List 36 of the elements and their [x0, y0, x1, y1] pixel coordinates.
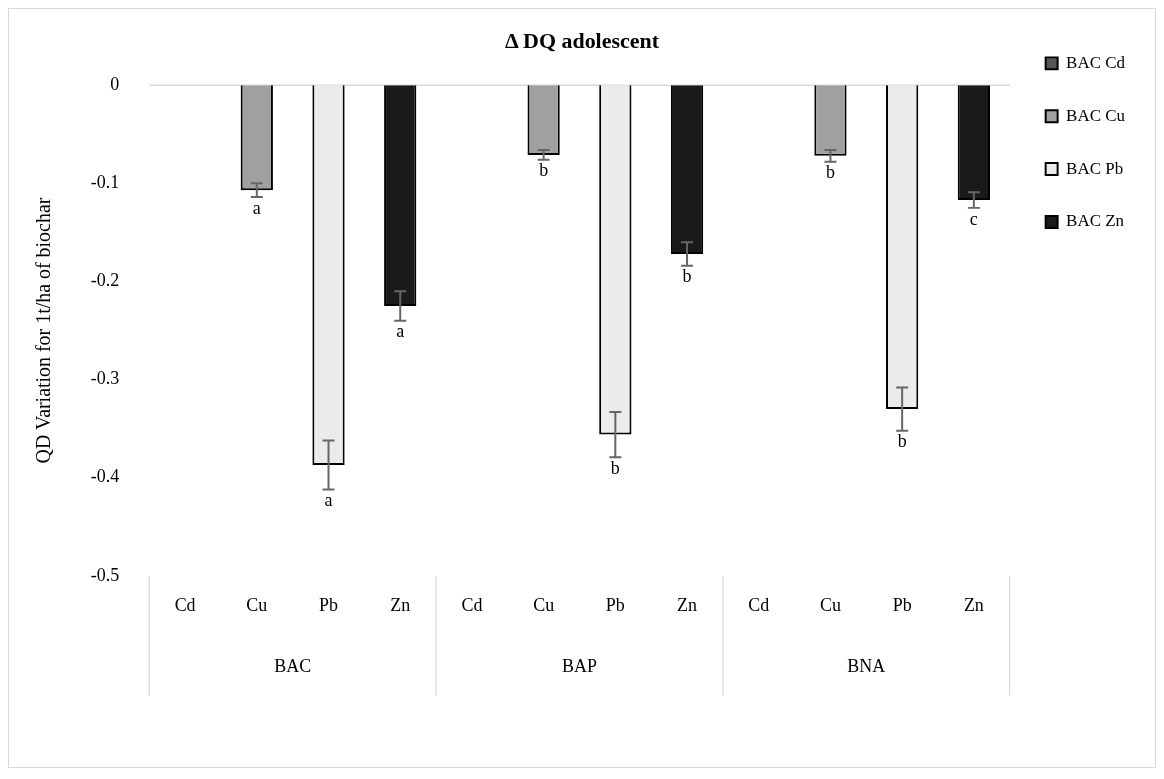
- y-axis-title: QD Variation for 1t/ha of biochar: [32, 197, 55, 464]
- text: BNA: [847, 656, 886, 677]
- x-tick-label: Cu: [246, 595, 268, 616]
- y-tick-label: -0.4: [90, 466, 120, 487]
- y-tick-label: -0.2: [90, 270, 120, 291]
- text: BAC: [274, 656, 312, 677]
- x-tick-label: Zn: [390, 595, 411, 616]
- legend-label: BAC Cu: [1066, 105, 1126, 125]
- x-tick-label: Zn: [963, 595, 984, 616]
- data-label: c: [969, 208, 978, 229]
- x-tick-label: Pb: [319, 595, 339, 616]
- x-tick-label: Pb: [605, 595, 625, 616]
- legend-label: BAC Zn: [1066, 211, 1125, 231]
- y-tick-label: -0.5: [90, 564, 120, 585]
- data-label: a: [252, 197, 261, 218]
- legend-label: BAC Cd: [1066, 52, 1126, 72]
- y-tick-label: 0: [110, 73, 120, 94]
- x-tick-label: Cd: [748, 595, 770, 616]
- data-label: b: [897, 431, 907, 452]
- data-label: b: [825, 162, 835, 183]
- data-label: b: [682, 266, 692, 287]
- y-tick-label: -0.3: [90, 368, 120, 389]
- data-label: b: [539, 160, 549, 181]
- legend-label: BAC Pb: [1066, 158, 1124, 178]
- data-label: a: [396, 321, 405, 342]
- chart-title: Δ DQ adolescent: [505, 27, 660, 53]
- x-tick-label: Cd: [174, 595, 196, 616]
- data-label: b: [610, 457, 620, 478]
- x-tick-label: Cd: [461, 595, 483, 616]
- x-tick-label: Cu: [533, 595, 555, 616]
- y-tick-label: -0.1: [90, 172, 120, 193]
- text: BAP: [562, 656, 597, 677]
- data-label: a: [324, 490, 333, 511]
- x-tick-label: Cu: [819, 595, 841, 616]
- x-tick-label: Pb: [892, 595, 912, 616]
- x-tick-label: Zn: [677, 595, 698, 616]
